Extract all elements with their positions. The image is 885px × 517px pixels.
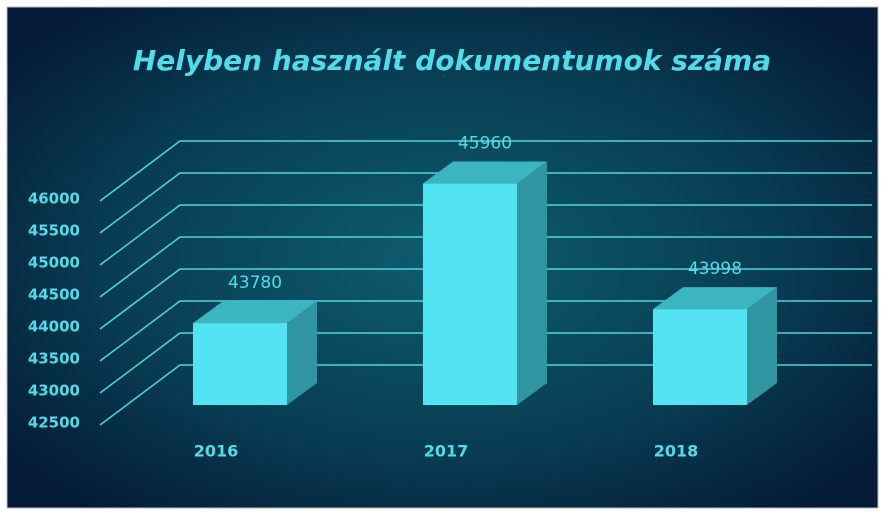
grid-line <box>99 236 872 298</box>
grid-line <box>99 332 872 394</box>
value-label: 43998 <box>688 259 742 279</box>
grid-line <box>99 172 872 234</box>
y-tick-label: 46000 <box>28 190 80 208</box>
x-tick-label: 2018 <box>654 442 699 461</box>
bar-side <box>747 287 777 405</box>
bar <box>423 183 517 405</box>
y-tick-label: 43000 <box>28 382 80 400</box>
grid-line <box>99 268 872 330</box>
grid-line <box>99 140 872 202</box>
grid-line <box>99 300 872 362</box>
value-label: 43780 <box>228 273 282 293</box>
bar-top <box>193 301 317 324</box>
y-tick-label: 45500 <box>28 222 80 240</box>
bar-top <box>423 161 547 184</box>
x-tick-label: 2016 <box>194 442 239 461</box>
y-tick-label: 44500 <box>28 286 80 304</box>
chart-title: Helyben használt dokumentumok száma <box>133 44 771 77</box>
y-tick-label: 44000 <box>28 318 80 336</box>
grid-line <box>99 204 872 266</box>
bar <box>193 323 287 405</box>
grid-line <box>99 364 872 426</box>
y-tick-label: 43500 <box>28 350 80 368</box>
y-tick-label: 42500 <box>28 414 80 432</box>
y-tick-label: 45000 <box>28 254 80 272</box>
bar-side <box>287 301 317 405</box>
bar-side <box>517 161 547 405</box>
x-tick-label: 2017 <box>424 442 469 461</box>
bar-top <box>653 287 777 310</box>
value-label: 45960 <box>458 134 512 154</box>
bar <box>653 309 747 405</box>
